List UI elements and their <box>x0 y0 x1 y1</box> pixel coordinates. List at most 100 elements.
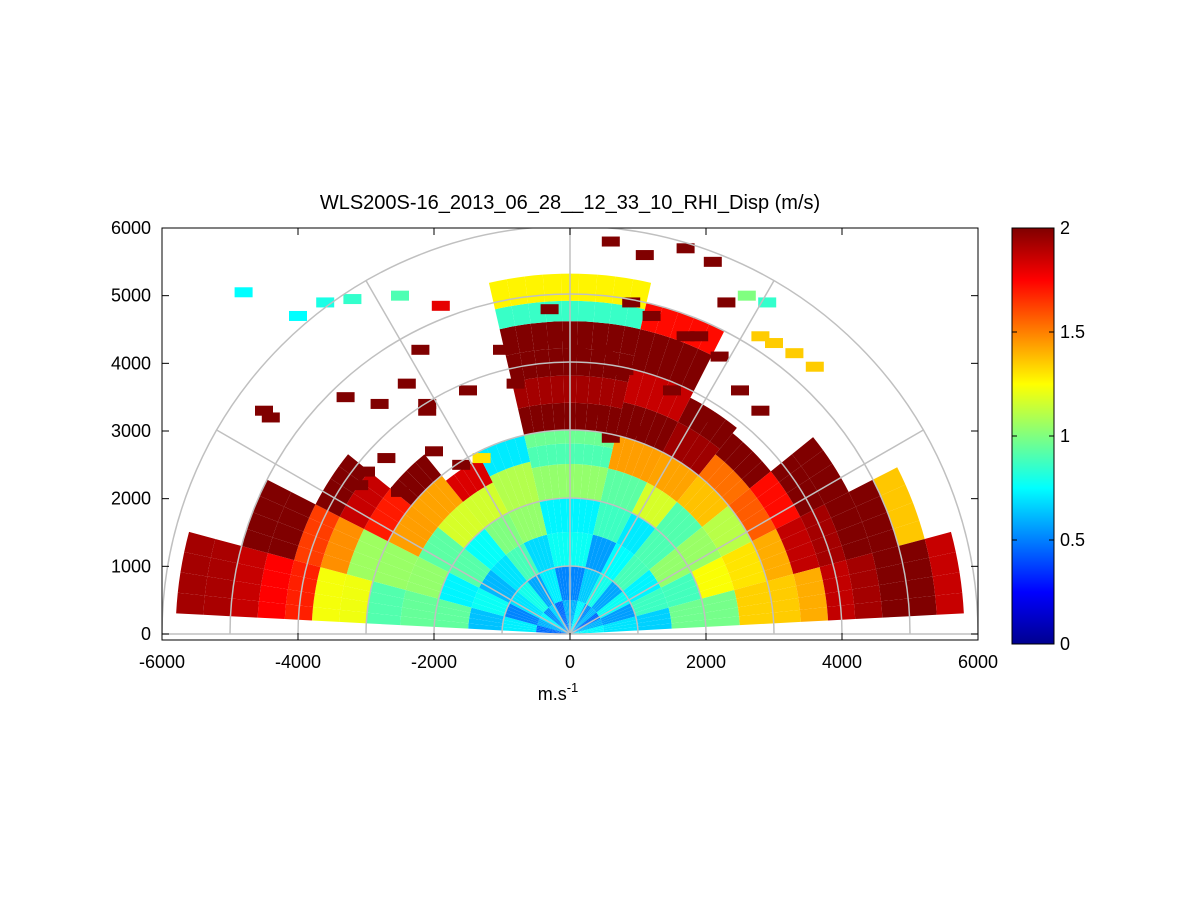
data-cell <box>690 489 722 521</box>
data-cell <box>494 561 522 589</box>
data-cell <box>672 427 700 463</box>
data-cell <box>547 533 559 568</box>
data-cell <box>415 454 442 483</box>
data-cell <box>592 501 608 536</box>
data-cell <box>887 502 920 529</box>
data-cell <box>588 535 603 570</box>
data-cell <box>511 303 531 327</box>
data-cell <box>668 598 704 613</box>
data-cell <box>537 621 570 634</box>
colorbar-ticks: 0 0.5 1 1.5 2 <box>1012 218 1085 654</box>
data-cell <box>541 614 570 634</box>
data-cell <box>556 602 570 634</box>
data-cell <box>548 464 560 500</box>
data-cell <box>267 537 299 561</box>
colorbar-tick-label: 1.5 <box>1060 322 1085 342</box>
sparse-data-cell <box>785 348 804 359</box>
data-cell <box>313 593 342 610</box>
data-cell <box>438 591 473 608</box>
data-cell <box>343 574 373 592</box>
data-cell <box>388 532 423 557</box>
data-cell <box>341 585 371 603</box>
data-cell <box>497 469 521 510</box>
data-cell <box>639 447 663 483</box>
data-cell <box>548 568 561 602</box>
data-cell <box>536 628 570 634</box>
data-cell <box>698 323 725 356</box>
data-cell <box>452 559 485 583</box>
data-cell <box>509 600 541 619</box>
data-cell <box>369 508 399 532</box>
data-cell <box>368 591 404 608</box>
sparse-data-cell <box>289 310 307 321</box>
data-cell <box>610 379 629 409</box>
data-cell <box>570 602 584 634</box>
data-cell <box>559 601 570 634</box>
data-cell <box>472 597 507 613</box>
data-cell <box>655 501 684 533</box>
data-cell <box>259 479 292 507</box>
data-cell <box>177 572 208 596</box>
data-cell <box>524 433 537 449</box>
data-cell <box>468 623 503 631</box>
sparse-data-cell <box>418 405 437 416</box>
data-cell <box>564 600 570 634</box>
data-cell <box>637 618 672 627</box>
data-cell <box>536 445 549 467</box>
data-cell <box>252 495 285 522</box>
data-cell <box>422 541 456 566</box>
sparse-data-cell <box>731 385 749 396</box>
data-cell <box>524 377 541 407</box>
x-tick-label: -2000 <box>411 652 457 672</box>
data-cell <box>512 594 543 616</box>
data-cell <box>557 464 567 499</box>
data-cell <box>602 505 620 540</box>
y-tick-label: 3000 <box>111 421 151 441</box>
sparse-data-cell <box>805 361 824 372</box>
data-cell <box>581 533 593 568</box>
data-cell <box>405 581 441 599</box>
data-cell <box>573 464 583 499</box>
data-cell <box>623 368 645 405</box>
data-cell <box>696 573 732 592</box>
data-cell <box>801 450 833 479</box>
colorbar <box>1011 227 1055 645</box>
data-cell <box>462 463 485 492</box>
data-cell <box>658 566 692 588</box>
data-layer <box>176 236 964 634</box>
data-cell <box>637 623 672 631</box>
data-cell <box>854 601 883 620</box>
data-cell <box>671 520 703 549</box>
data-cell <box>728 560 765 582</box>
data-cell <box>862 512 894 538</box>
data-cell <box>817 477 849 505</box>
data-cell <box>741 461 771 489</box>
data-cell <box>793 567 823 586</box>
data-cell <box>531 466 547 502</box>
data-cell <box>855 495 888 522</box>
sparse-data-cell <box>391 290 409 301</box>
sparse-data-cell <box>601 236 620 247</box>
data-cell <box>570 623 603 634</box>
data-cell <box>872 467 906 496</box>
data-cell <box>570 600 578 634</box>
data-cell <box>687 549 722 573</box>
data-cell <box>520 505 538 540</box>
data-cell <box>644 412 668 448</box>
sparse-data-cell <box>391 486 409 497</box>
sparse-data-cell <box>601 432 620 443</box>
data-cell <box>676 475 707 508</box>
data-cell <box>601 609 635 624</box>
data-cell <box>537 623 570 634</box>
data-cell <box>434 612 470 624</box>
data-cell <box>848 479 881 507</box>
data-cell <box>635 607 670 620</box>
data-cell <box>751 529 782 552</box>
data-cell <box>849 568 879 590</box>
data-cell <box>908 595 937 617</box>
data-cell <box>600 543 621 576</box>
data-cell <box>618 561 646 589</box>
data-cell <box>595 274 616 304</box>
data-cell <box>527 446 541 469</box>
data-cell <box>505 609 539 624</box>
